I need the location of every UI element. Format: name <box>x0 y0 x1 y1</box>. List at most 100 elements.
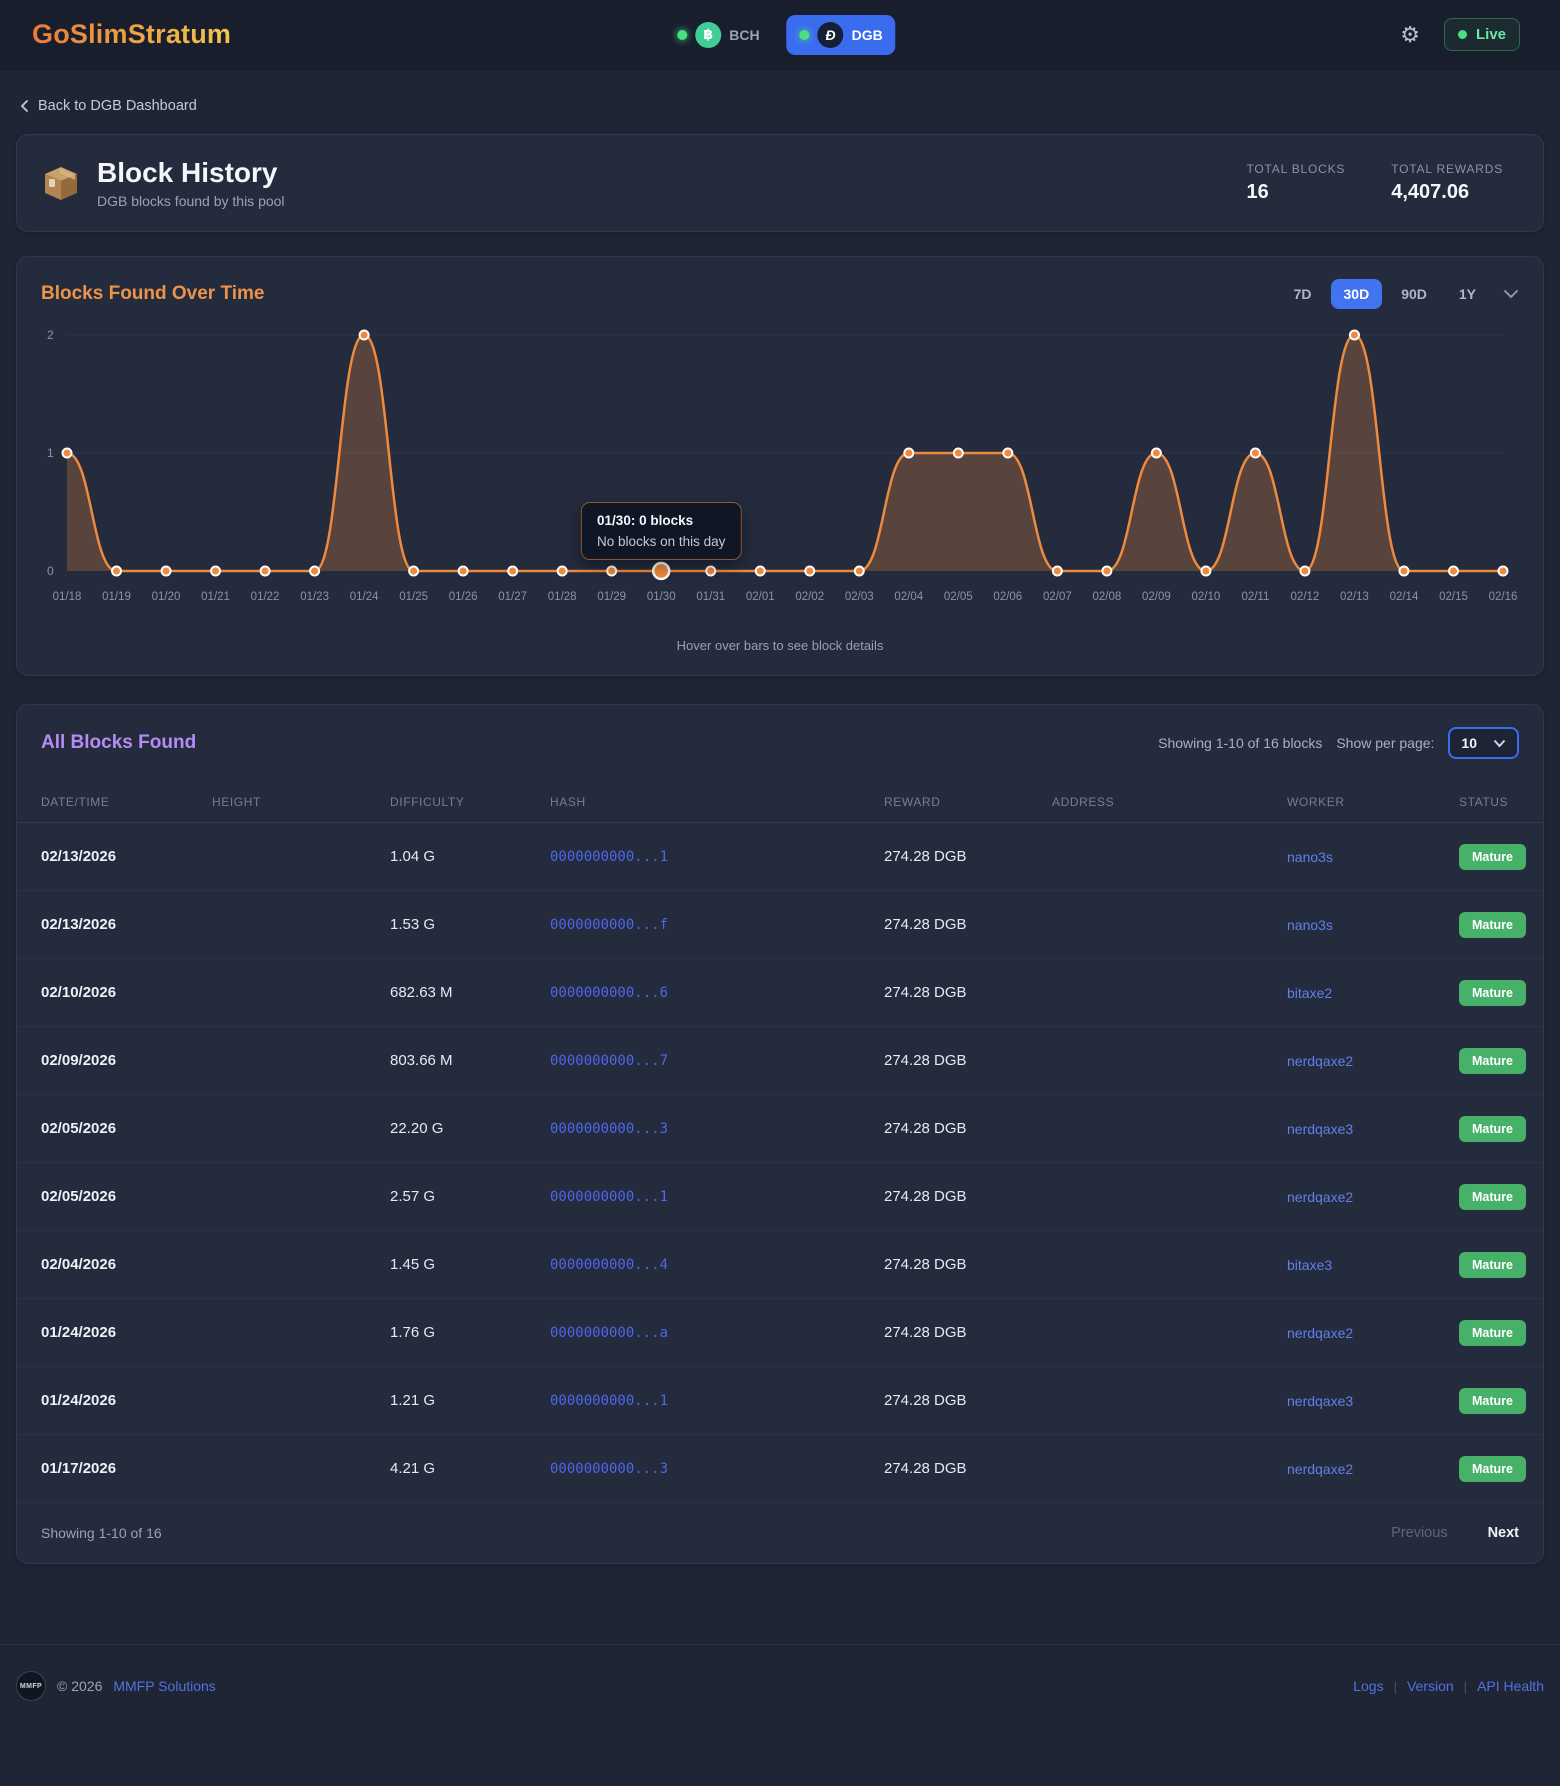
hash-link[interactable]: 0000000000...3 <box>550 1120 669 1137</box>
data-point-02-04[interactable] <box>903 447 915 459</box>
svg-text:0: 0 <box>47 564 54 578</box>
data-point-01-24[interactable] <box>358 329 370 341</box>
worker-link[interactable]: nano3s <box>1287 916 1333 933</box>
column-header-date-time: DATE/TIME <box>41 794 110 809</box>
svg-text:02/06: 02/06 <box>993 591 1022 603</box>
hash-link[interactable]: 0000000000...3 <box>550 1460 669 1477</box>
chevron-down-icon <box>1503 289 1519 299</box>
coin-label: BCH <box>729 26 760 43</box>
data-point-02-14[interactable] <box>1398 565 1410 577</box>
svg-text:01/18: 01/18 <box>53 591 82 603</box>
data-point-01-21[interactable] <box>210 565 222 577</box>
data-point-01-20[interactable] <box>160 565 172 577</box>
table-row: 01/24/2026 1.21 G 0000000000...1 274.28 DGB… <box>17 1367 1543 1436</box>
range-button-90d[interactable]: 90D <box>1388 279 1440 309</box>
data-point-02-13[interactable] <box>1348 329 1360 341</box>
footer-link-api-health[interactable]: API Health <box>1477 1678 1544 1695</box>
data-point-02-15[interactable] <box>1447 565 1459 577</box>
svg-text:02/13: 02/13 <box>1340 591 1369 603</box>
svg-text:02/08: 02/08 <box>1092 591 1121 603</box>
hash-link[interactable]: 0000000000...f <box>550 916 669 933</box>
data-point-02-10[interactable] <box>1200 565 1212 577</box>
chart-hint: Hover over bars to see block details <box>676 638 884 654</box>
footer-links: Logs | Version | API Health <box>1353 1678 1544 1694</box>
cell-date: 01/17/2026 <box>41 1460 117 1478</box>
range-button-30d[interactable]: 30D <box>1330 279 1383 310</box>
range-button-7d[interactable]: 7D <box>1281 279 1325 309</box>
worker-link[interactable]: nerdqaxe3 <box>1287 1120 1354 1137</box>
hash-link[interactable]: 0000000000...a <box>550 1324 669 1341</box>
data-point-02-07[interactable] <box>1051 565 1063 577</box>
status-badge: Mature <box>1459 1455 1526 1482</box>
data-point-01-23[interactable] <box>309 565 321 577</box>
worker-link[interactable]: nerdqaxe2 <box>1287 1324 1354 1341</box>
data-point-01-30[interactable] <box>651 561 671 581</box>
worker-link[interactable]: bitaxe2 <box>1287 984 1333 1001</box>
data-point-02-11[interactable] <box>1249 447 1261 459</box>
data-point-02-01[interactable] <box>754 565 766 577</box>
footer-link-version[interactable]: Version <box>1406 1678 1454 1695</box>
svg-text:02/01: 02/01 <box>746 591 775 603</box>
svg-text:01/23: 01/23 <box>300 591 329 603</box>
worker-link[interactable]: nerdqaxe3 <box>1287 1392 1354 1409</box>
svg-text:02/05: 02/05 <box>944 591 973 603</box>
hash-link[interactable]: 0000000000...4 <box>550 1256 669 1273</box>
data-point-02-03[interactable] <box>853 565 865 577</box>
data-point-01-26[interactable] <box>457 565 469 577</box>
gear-icon[interactable]: ⚙ <box>1400 21 1420 47</box>
next-page-button[interactable]: Next <box>1487 1525 1519 1542</box>
cell-reward: 274.28 DGB <box>884 1460 967 1478</box>
range-button-1y[interactable]: 1Y <box>1446 279 1489 309</box>
data-point-02-05[interactable] <box>952 447 964 459</box>
data-point-02-16[interactable] <box>1497 565 1509 577</box>
cell-status: Mature <box>1459 1387 1526 1414</box>
data-point-01-25[interactable] <box>408 565 420 577</box>
worker-link[interactable]: nano3s <box>1287 848 1333 865</box>
page-subtitle: DGB blocks found by this pool <box>97 193 285 210</box>
table-row: 02/04/2026 1.45 G 0000000000...4 274.28 DGB… <box>17 1231 1543 1300</box>
table-title: All Blocks Found <box>41 732 197 754</box>
data-point-01-27[interactable] <box>507 565 519 577</box>
cell-difficulty: 1.45 G <box>390 1256 436 1274</box>
back-link[interactable]: Back to DGB Dashboard <box>0 70 217 134</box>
worker-link[interactable]: nerdqaxe2 <box>1287 1188 1354 1205</box>
data-point-01-28[interactable] <box>556 565 568 577</box>
table-row: 02/09/2026 803.66 M 0000000000...7 274.28 D… <box>17 1027 1543 1096</box>
svg-text:2: 2 <box>47 328 54 342</box>
chart-plot[interactable]: 0 1 2 01/18 01/19 01/20 01/21 01/22 01/23 01/24 01… <box>41 319 1519 636</box>
brand-logo[interactable]: GoSlimStratum <box>32 19 232 49</box>
data-point-01-19[interactable] <box>111 565 123 577</box>
data-point-02-12[interactable] <box>1299 565 1311 577</box>
hash-link[interactable]: 0000000000...6 <box>550 984 669 1001</box>
company-link[interactable]: MMFP Solutions <box>113 1678 216 1695</box>
previous-page-button[interactable]: Previous <box>1391 1525 1448 1542</box>
dgb-coin-icon: Ɖ <box>817 21 844 48</box>
hash-link[interactable]: 0000000000...1 <box>550 1392 669 1409</box>
data-point-01-31[interactable] <box>705 565 717 577</box>
data-point-01-18[interactable] <box>61 447 73 459</box>
footer-link-separator: | <box>1463 1678 1468 1694</box>
column-header-difficulty: DIFFICULTY <box>390 794 465 809</box>
coin-toggle-bch[interactable]: ฿ BCH <box>664 15 772 55</box>
data-point-02-08[interactable] <box>1101 565 1113 577</box>
coin-toggle-dgb[interactable]: Ɖ DGB <box>786 14 896 55</box>
data-point-02-06[interactable] <box>1002 447 1014 459</box>
hash-link[interactable]: 0000000000...7 <box>550 1052 669 1069</box>
data-point-01-22[interactable] <box>259 565 271 577</box>
svg-text:01/31: 01/31 <box>696 591 725 603</box>
cell-date: 02/13/2026 <box>41 916 117 934</box>
footer-link-logs[interactable]: Logs <box>1353 1678 1384 1695</box>
worker-link[interactable]: nerdqaxe2 <box>1287 1052 1354 1069</box>
coin-label: DGB <box>851 26 883 43</box>
per-page-select[interactable]: 10 <box>1448 727 1519 760</box>
hash-link[interactable]: 0000000000...1 <box>550 1188 669 1205</box>
data-point-02-09[interactable] <box>1150 447 1162 459</box>
worker-link[interactable]: bitaxe3 <box>1287 1256 1333 1273</box>
worker-link[interactable]: nerdqaxe2 <box>1287 1460 1354 1477</box>
table-header-right: Showing 1-10 of 16 blocks Show per page:… <box>1158 727 1519 760</box>
data-point-02-02[interactable] <box>804 565 816 577</box>
chart-expand-button[interactable] <box>1503 289 1519 299</box>
cell-status: Mature <box>1459 1115 1526 1142</box>
data-point-01-29[interactable] <box>606 565 618 577</box>
hash-link[interactable]: 0000000000...1 <box>550 848 669 865</box>
